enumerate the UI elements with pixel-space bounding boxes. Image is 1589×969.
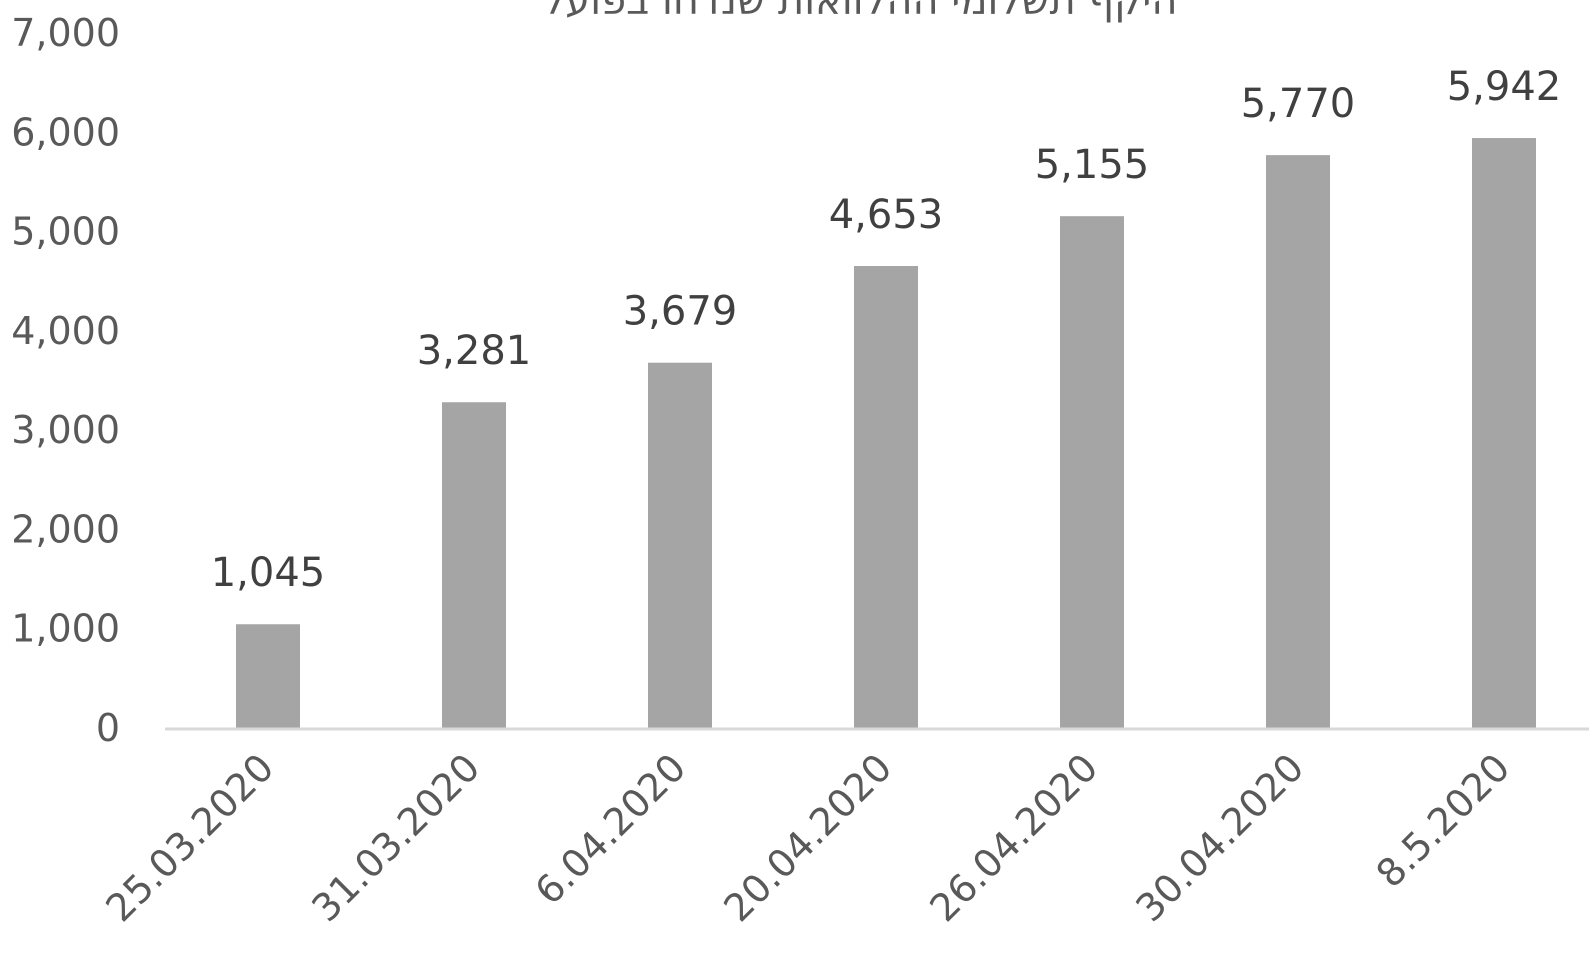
chart-title: היקף תשלומי ההלוואות שנדחו בפועל (543, 0, 1178, 24)
x-tick-label: 31.03.2020 (303, 745, 488, 930)
data-labels: 1,045 3,281 3,679 4,653 5,155 5,770 5,942 (211, 64, 1562, 596)
bar (1472, 138, 1536, 728)
data-label: 3,679 (623, 289, 738, 335)
data-label: 4,653 (829, 192, 944, 238)
bar (1266, 155, 1330, 728)
data-label: 5,942 (1447, 64, 1562, 110)
y-tick-label: 3,000 (11, 408, 120, 452)
bar (648, 362, 712, 728)
data-label: 5,155 (1035, 142, 1150, 188)
y-tick-label: 5,000 (11, 210, 120, 254)
y-axis: 0 1,000 2,000 3,000 4,000 5,000 6,000 7,000 (11, 11, 120, 750)
x-tick-label: 26.04.2020 (921, 745, 1106, 930)
data-label: 1,045 (211, 550, 326, 596)
bar (236, 624, 300, 728)
y-tick-label: 2,000 (11, 507, 120, 551)
x-axis: 25.03.2020 31.03.2020 6.04.2020 20.04.2020 2… (97, 727, 1589, 930)
y-tick-label: 0 (96, 706, 120, 750)
data-label: 5,770 (1241, 81, 1356, 127)
y-tick-label: 6,000 (11, 110, 120, 154)
y-tick-label: 7,000 (11, 11, 120, 55)
x-tick-label: 25.03.2020 (97, 745, 282, 930)
x-tick-label: 30.04.2020 (1127, 745, 1312, 930)
y-tick-label: 1,000 (11, 607, 120, 651)
bars (236, 138, 1536, 729)
data-label: 3,281 (417, 328, 532, 374)
bar (854, 266, 918, 728)
bar (1060, 216, 1124, 729)
x-tick-label: 8.5.2020 (1368, 745, 1519, 896)
x-tick-label: 6.04.2020 (526, 745, 694, 913)
x-tick-label: 20.04.2020 (715, 745, 900, 930)
y-tick-label: 4,000 (11, 309, 120, 353)
bar (442, 402, 506, 728)
